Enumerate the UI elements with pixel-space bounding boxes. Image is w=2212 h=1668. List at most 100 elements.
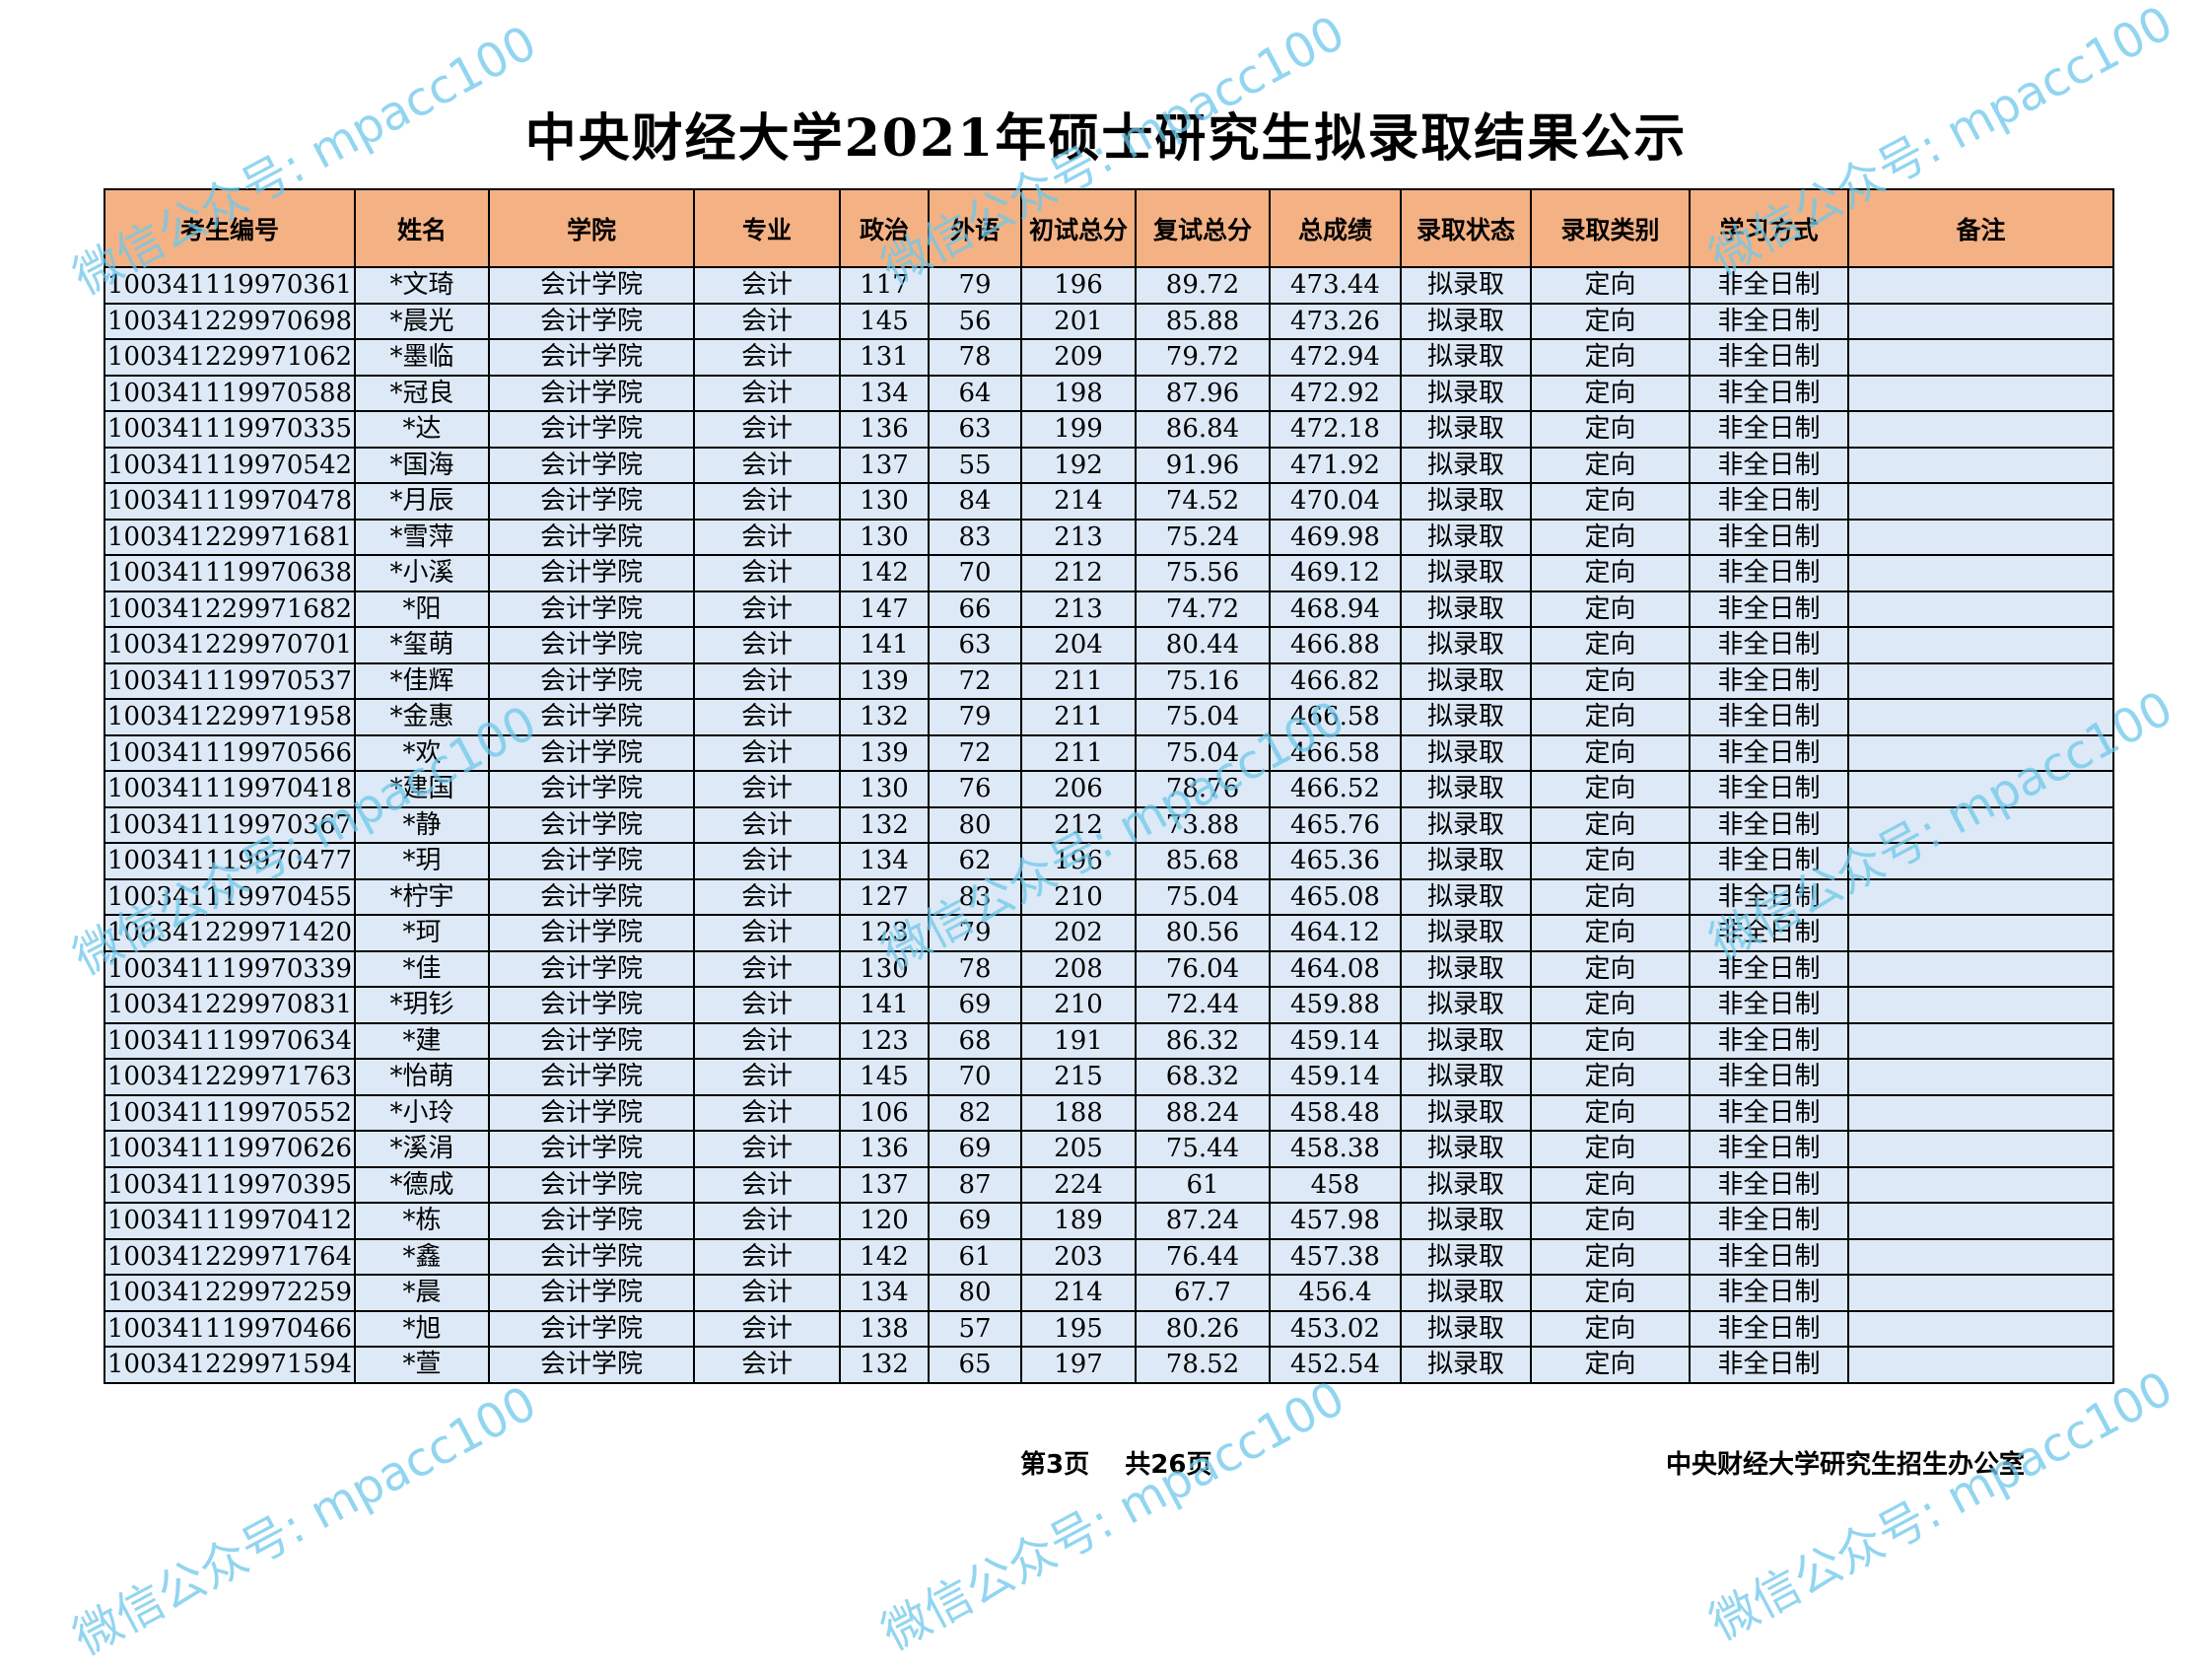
study-mode-cell: 非全日制 — [1689, 770, 1849, 808]
remarks-cell — [1847, 482, 2114, 521]
results-table: 考生编号 姓名 学院 专业 政治 外语 初试总分 复试总分 总成绩 录取状态 录… — [104, 188, 2114, 1384]
retest-total-cell: 80.26 — [1135, 1309, 1271, 1348]
total-score-cell: 469.12 — [1269, 554, 1402, 592]
major-cell: 会计 — [693, 302, 841, 340]
admission-type-cell: 定向 — [1530, 446, 1691, 484]
admission-type-cell: 定向 — [1530, 590, 1691, 628]
politics-score-cell: 130 — [839, 518, 930, 556]
foreign-language-score-cell: 82 — [928, 1093, 1022, 1132]
initial-total-cell: 188 — [1020, 1093, 1137, 1132]
admission-type-cell: 定向 — [1530, 374, 1691, 412]
study-mode-cell: 非全日制 — [1689, 626, 1849, 664]
column-header: 外语 — [928, 188, 1022, 268]
foreign-language-score-cell: 61 — [928, 1237, 1022, 1276]
table-row: 100341229971958 *金惠 会计学院 会计 132 79 211 75.04 466… — [104, 698, 2114, 736]
initial-total-cell: 210 — [1020, 986, 1137, 1024]
admission-status-cell: 拟录取 — [1400, 554, 1532, 592]
college-cell: 会计学院 — [488, 266, 695, 305]
initial-total-cell: 215 — [1020, 1058, 1137, 1096]
initial-total-cell: 192 — [1020, 446, 1137, 484]
study-mode-cell: 非全日制 — [1689, 914, 1849, 952]
politics-score-cell: 106 — [839, 1093, 930, 1132]
remarks-cell — [1847, 1309, 2114, 1348]
remarks-cell — [1847, 590, 2114, 628]
foreign-language-score-cell: 76 — [928, 770, 1022, 808]
admission-type-cell: 定向 — [1530, 842, 1691, 880]
retest-total-cell: 61 — [1135, 1165, 1271, 1204]
initial-total-cell: 191 — [1020, 1021, 1137, 1060]
study-mode-cell: 非全日制 — [1689, 986, 1849, 1024]
college-cell: 会计学院 — [488, 1165, 695, 1204]
total-score-cell: 458 — [1269, 1165, 1402, 1204]
exam-id-cell: 100341229970831 — [104, 986, 356, 1024]
major-cell: 会计 — [693, 1309, 841, 1348]
column-header: 录取类别 — [1530, 188, 1691, 268]
politics-score-cell: 130 — [839, 770, 930, 808]
exam-id-cell: 100341229971420 — [104, 914, 356, 952]
table-row: 100341229970831 *玥钐 会计学院 会计 141 69 210 72.44 459… — [104, 986, 2114, 1024]
foreign-language-score-cell: 72 — [928, 733, 1022, 772]
retest-total-cell: 88.24 — [1135, 1093, 1271, 1132]
study-mode-cell: 非全日制 — [1689, 518, 1849, 556]
admission-status-cell: 拟录取 — [1400, 949, 1532, 988]
admission-type-cell: 定向 — [1530, 266, 1691, 305]
name-cell: *柠宇 — [354, 877, 490, 916]
retest-total-cell: 86.32 — [1135, 1021, 1271, 1060]
name-cell: *旭 — [354, 1309, 490, 1348]
foreign-language-score-cell: 70 — [928, 554, 1022, 592]
name-cell: *栋 — [354, 1202, 490, 1240]
exam-id-cell: 100341119970361 — [104, 266, 356, 305]
exam-id-cell: 100341229971681 — [104, 518, 356, 556]
college-cell: 会计学院 — [488, 949, 695, 988]
admission-status-cell: 拟录取 — [1400, 482, 1532, 521]
admission-status-cell: 拟录取 — [1400, 842, 1532, 880]
retest-total-cell: 91.96 — [1135, 446, 1271, 484]
initial-total-cell: 206 — [1020, 770, 1137, 808]
table-row: 100341119970588 *冠良 会计学院 会计 134 64 198 87.96 472… — [104, 374, 2114, 412]
remarks-cell — [1847, 1021, 2114, 1060]
exam-id-cell: 100341119970542 — [104, 446, 356, 484]
admission-type-cell: 定向 — [1530, 1237, 1691, 1276]
name-cell: *冠良 — [354, 374, 490, 412]
total-score-cell: 466.88 — [1269, 626, 1402, 664]
table-row: 100341119970566 *欢 会计学院 会计 139 72 211 75.04 466.… — [104, 733, 2114, 772]
total-score-cell: 458.38 — [1269, 1130, 1402, 1168]
table-row: 100341229970701 *玺萌 会计学院 会计 141 63 204 80.44 466… — [104, 626, 2114, 664]
politics-score-cell: 123 — [839, 1021, 930, 1060]
remarks-cell — [1847, 877, 2114, 916]
name-cell: *金惠 — [354, 698, 490, 736]
admission-type-cell: 定向 — [1530, 949, 1691, 988]
admission-type-cell: 定向 — [1530, 1058, 1691, 1096]
admission-status-cell: 拟录取 — [1400, 1309, 1532, 1348]
admission-type-cell: 定向 — [1530, 1309, 1691, 1348]
exam-id-cell: 100341119970626 — [104, 1130, 356, 1168]
admission-status-cell: 拟录取 — [1400, 733, 1532, 772]
retest-total-cell: 80.44 — [1135, 626, 1271, 664]
initial-total-cell: 211 — [1020, 661, 1137, 700]
retest-total-cell: 73.88 — [1135, 805, 1271, 844]
name-cell: *怡萌 — [354, 1058, 490, 1096]
remarks-cell — [1847, 554, 2114, 592]
admission-status-cell: 拟录取 — [1400, 626, 1532, 664]
foreign-language-score-cell: 69 — [928, 1130, 1022, 1168]
politics-score-cell: 145 — [839, 1058, 930, 1096]
name-cell: *阳 — [354, 590, 490, 628]
retest-total-cell: 72.44 — [1135, 986, 1271, 1024]
study-mode-cell: 非全日制 — [1689, 1346, 1849, 1384]
college-cell: 会计学院 — [488, 1021, 695, 1060]
table-row: 100341119970638 *小溪 会计学院 会计 142 70 212 75.56 469… — [104, 554, 2114, 592]
table-body: 100341119970361 *文琦 会计学院 会计 117 79 196 89.72 473… — [104, 266, 2114, 1384]
politics-score-cell: 137 — [839, 446, 930, 484]
retest-total-cell: 80.56 — [1135, 914, 1271, 952]
study-mode-cell: 非全日制 — [1689, 949, 1849, 988]
table-row: 100341119970335 *达 会计学院 会计 136 63 199 86.84 472.… — [104, 410, 2114, 449]
admission-status-cell: 拟录取 — [1400, 1058, 1532, 1096]
retest-total-cell: 75.44 — [1135, 1130, 1271, 1168]
major-cell: 会计 — [693, 770, 841, 808]
retest-total-cell: 75.24 — [1135, 518, 1271, 556]
major-cell: 会计 — [693, 1058, 841, 1096]
major-cell: 会计 — [693, 374, 841, 412]
college-cell: 会计学院 — [488, 698, 695, 736]
admission-status-cell: 拟录取 — [1400, 1346, 1532, 1384]
retest-total-cell: 75.16 — [1135, 661, 1271, 700]
